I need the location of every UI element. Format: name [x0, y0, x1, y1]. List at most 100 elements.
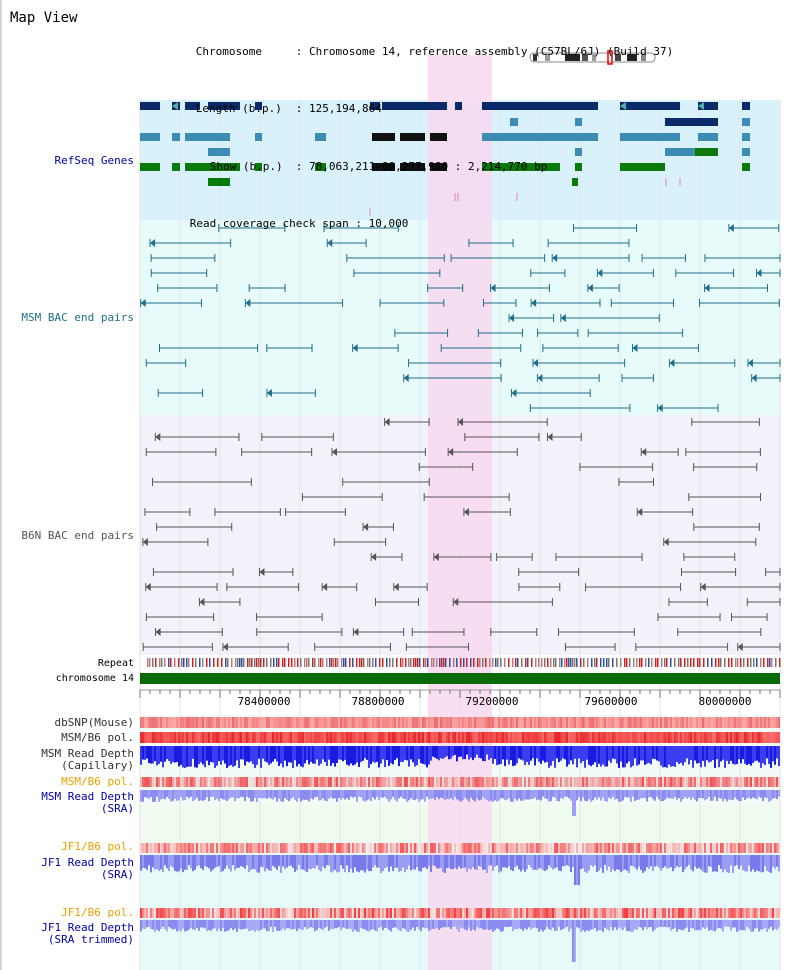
- gene-exon[interactable]: [620, 133, 680, 141]
- jf1-read-depth-sra[interactable]: [140, 855, 780, 885]
- msm-read-depth-capillary[interactable]: [140, 746, 780, 768]
- gene-exon[interactable]: [208, 148, 230, 156]
- heat-cell: [284, 908, 286, 918]
- gene-exon[interactable]: [482, 163, 560, 171]
- heat-cell: [142, 777, 144, 787]
- depth-bar: [368, 790, 370, 800]
- gene-exon[interactable]: [185, 133, 230, 141]
- depth-bar: [434, 855, 436, 866]
- gene-exon[interactable]: [620, 163, 665, 171]
- chromosome-bar[interactable]: [140, 673, 780, 684]
- gene-exon[interactable]: [510, 118, 518, 126]
- gene-exon[interactable]: [208, 178, 230, 186]
- heat-cell: [646, 908, 648, 918]
- gene-exon[interactable]: [620, 102, 680, 110]
- heat-cell: [718, 908, 720, 918]
- gene-exon[interactable]: [695, 148, 718, 156]
- heat-cell: [608, 732, 610, 743]
- gene-exon[interactable]: [208, 102, 240, 110]
- depth-bar: [730, 855, 732, 866]
- gene-exon[interactable]: [430, 133, 447, 141]
- gene-exon[interactable]: [140, 163, 160, 171]
- gene-exon[interactable]: [172, 163, 180, 171]
- gene-exon[interactable]: [255, 102, 262, 110]
- heat-cell: [414, 732, 416, 743]
- gene-exon[interactable]: [255, 163, 262, 171]
- gene-exon[interactable]: [455, 102, 462, 110]
- gene-exon[interactable]: [255, 133, 262, 141]
- jf1-b6-pol-strip-2[interactable]: [140, 908, 780, 918]
- gene-exon[interactable]: [742, 133, 750, 141]
- depth-bar: [706, 746, 708, 761]
- repeat-element: [161, 658, 163, 667]
- repeat-track[interactable]: [147, 658, 781, 667]
- depth-bar: [168, 920, 170, 927]
- depth-bar: [770, 920, 772, 927]
- heat-cell: [166, 843, 168, 853]
- gene-exon[interactable]: [482, 102, 598, 110]
- gene-exon[interactable]: [372, 133, 395, 141]
- heat-cell: [634, 908, 636, 918]
- gene-exon[interactable]: [698, 133, 718, 141]
- msm-b6-pol-strip-1[interactable]: [140, 732, 780, 743]
- gene-exon[interactable]: [400, 163, 425, 171]
- gene-exon[interactable]: [372, 163, 395, 171]
- gene-exon[interactable]: [665, 118, 718, 126]
- heat-cell: [360, 732, 362, 743]
- track-label-jf1-read-depth-sra: JF1 Read Depth: [41, 856, 134, 869]
- gene-exon[interactable]: [172, 133, 180, 141]
- gene-exon[interactable]: [742, 148, 750, 156]
- gene-exon[interactable]: [698, 102, 718, 110]
- msm-read-depth-sra[interactable]: [140, 790, 780, 816]
- heat-cell: [168, 732, 170, 743]
- refseq-genes-track[interactable]: [140, 102, 750, 216]
- gene-exon[interactable]: [315, 133, 326, 141]
- heat-cell: [486, 732, 488, 743]
- b6n-bac-end-pairs-track[interactable]: [142, 418, 781, 651]
- ideogram-band: [615, 54, 621, 61]
- gene-exon[interactable]: [742, 102, 750, 110]
- gene-exon[interactable]: [315, 163, 326, 171]
- repeat-element: [718, 658, 720, 667]
- msm-b6-pol-strip-2[interactable]: [140, 777, 780, 787]
- gene-exon[interactable]: [400, 133, 425, 141]
- depth-bar: [426, 855, 428, 869]
- jf1-b6-pol-strip-1[interactable]: [140, 843, 780, 853]
- depth-bar: [312, 920, 314, 928]
- depth-bar: [214, 746, 216, 768]
- depth-bar: [586, 855, 588, 873]
- dbsnp-heat-strip[interactable]: [140, 717, 780, 728]
- msm-bac-end-pairs-track[interactable]: [140, 224, 781, 412]
- gene-exon[interactable]: [575, 118, 582, 126]
- bac-end-arrow: [490, 284, 496, 292]
- gene-exon[interactable]: [382, 102, 447, 110]
- heat-cell: [758, 777, 760, 787]
- depth-bar: [444, 746, 446, 758]
- gene-exon[interactable]: [742, 163, 750, 171]
- gene-exon[interactable]: [482, 133, 598, 141]
- heat-cell: [474, 732, 476, 743]
- gene-exon[interactable]: [742, 118, 750, 126]
- depth-bar: [590, 855, 592, 866]
- heat-cell: [418, 843, 420, 853]
- heat-cell: [774, 908, 776, 918]
- depth-bar: [558, 746, 560, 763]
- gene-exon[interactable]: [665, 148, 695, 156]
- gene-exon[interactable]: [430, 163, 447, 171]
- gene-exon[interactable]: [370, 102, 380, 110]
- depth-bar: [638, 855, 640, 867]
- heat-cell: [390, 843, 392, 853]
- gene-exon[interactable]: [185, 163, 240, 171]
- heat-cell: [328, 732, 330, 743]
- gene-exon[interactable]: [185, 102, 200, 110]
- gene-exon[interactable]: [575, 163, 582, 171]
- depth-bar: [582, 855, 584, 869]
- jf1-read-depth-sra-trimmed[interactable]: [140, 920, 780, 962]
- gene-exon[interactable]: [572, 178, 578, 186]
- gene-exon[interactable]: [575, 148, 582, 156]
- gene-exon[interactable]: [140, 102, 160, 110]
- gene-exon[interactable]: [140, 133, 160, 141]
- heat-cell: [140, 732, 142, 743]
- depth-bar: [146, 920, 148, 928]
